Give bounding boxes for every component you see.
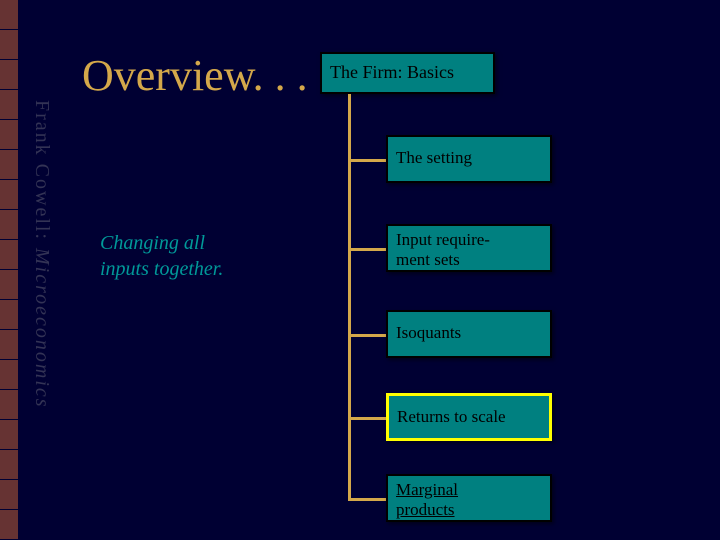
author-name: Frank Cowell: (31, 100, 53, 248)
caption-line2: inputs together. (100, 258, 223, 280)
main-topic-box: The Firm: Basics (320, 52, 495, 94)
sub-box: Marginalproducts (386, 474, 552, 522)
tree-branch (348, 159, 386, 162)
sub-box-label: Input require- (396, 230, 490, 249)
sub-box-label: Marginal (396, 480, 458, 499)
author-work: Microeconomics (31, 248, 53, 409)
caption-line1: Changing all (100, 232, 205, 254)
sub-box: Isoquants (386, 310, 552, 358)
tree-branch (348, 248, 386, 251)
tree-branch (348, 334, 386, 337)
tree-branch (348, 498, 386, 501)
sub-box-label: Returns to scale (397, 407, 506, 426)
tree-trunk (348, 94, 351, 498)
tree-branch (348, 417, 386, 420)
sub-box: Returns to scale (386, 393, 552, 441)
sub-box-label: Isoquants (396, 323, 461, 342)
caption: Changing all inputs together. (100, 230, 223, 282)
sub-box-label: ment sets (396, 250, 460, 269)
sub-box-label: products (396, 500, 455, 519)
page-title: Overview. . . (82, 50, 308, 101)
sub-box: The setting (386, 135, 552, 183)
vertical-author: Frank Cowell: Microeconomics (30, 100, 53, 409)
sub-box: Input require-ment sets (386, 224, 552, 272)
side-strip (0, 0, 18, 540)
sub-box-label: The setting (396, 148, 472, 167)
